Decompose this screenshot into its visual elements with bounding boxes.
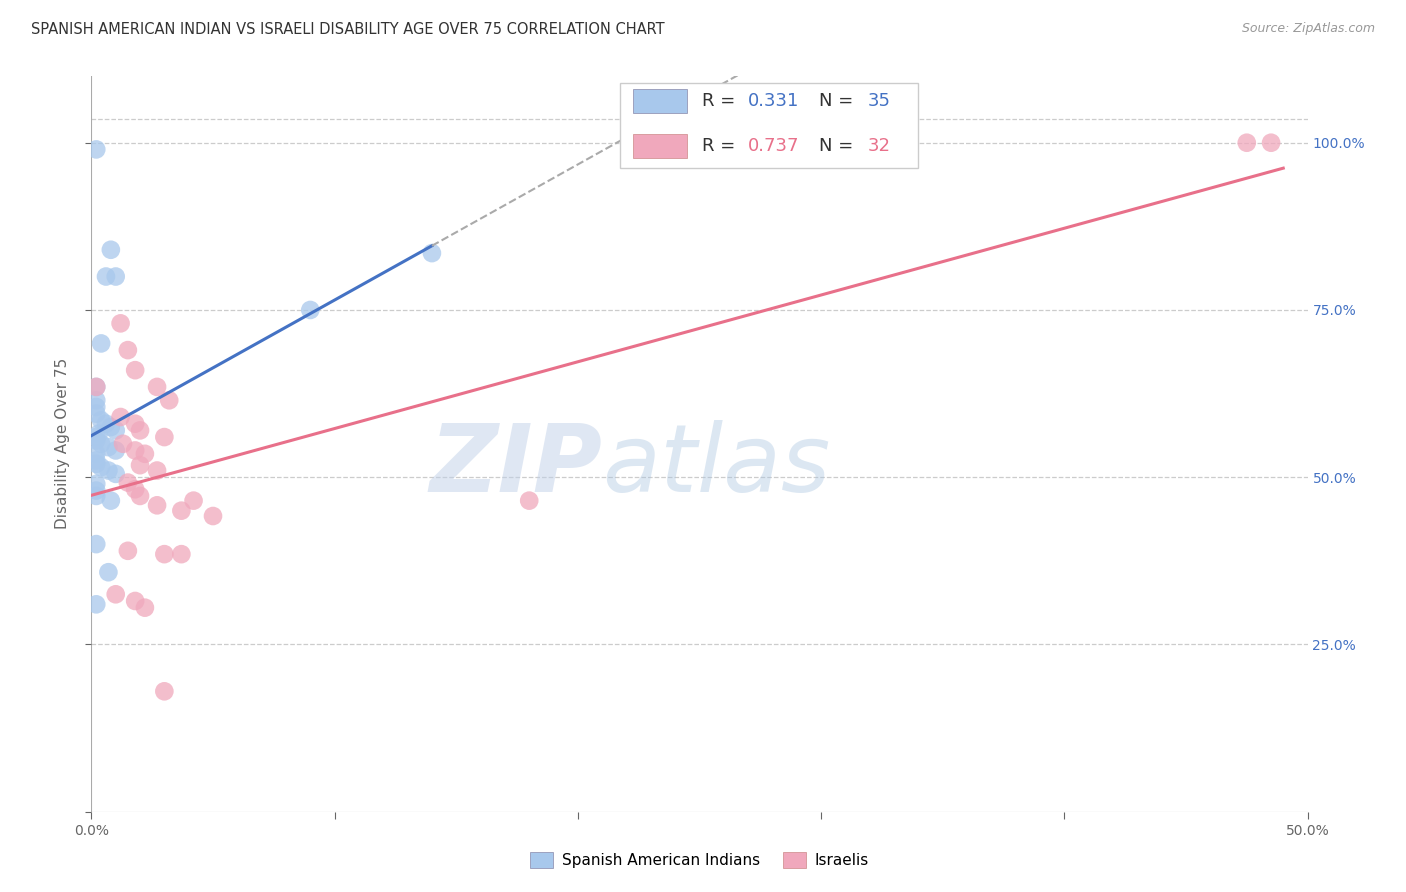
Point — [124, 482, 146, 496]
Point — [170, 503, 193, 517]
Text: 0.737: 0.737 — [748, 136, 800, 155]
Text: SPANISH AMERICAN INDIAN VS ISRAELI DISABILITY AGE OVER 75 CORRELATION CHART: SPANISH AMERICAN INDIAN VS ISRAELI DISAB… — [31, 22, 665, 37]
Point — [84, 476, 107, 491]
Point — [97, 464, 120, 478]
Point — [117, 475, 139, 490]
FancyBboxPatch shape — [633, 89, 688, 112]
Point — [1236, 136, 1258, 150]
Point — [84, 142, 107, 157]
Text: 0.331: 0.331 — [748, 92, 800, 110]
Point — [97, 566, 120, 580]
Point — [84, 380, 107, 394]
Point — [84, 457, 107, 471]
Point — [84, 430, 107, 444]
Point — [90, 413, 112, 427]
Point — [84, 537, 107, 551]
Point — [84, 380, 107, 394]
Point — [104, 587, 127, 601]
Point — [111, 436, 134, 450]
Point — [134, 600, 156, 615]
Point — [110, 410, 132, 425]
Point — [94, 417, 117, 431]
Point — [84, 434, 107, 448]
Point — [146, 464, 169, 478]
Point — [134, 447, 156, 461]
Text: 32: 32 — [868, 136, 890, 155]
Text: N =: N = — [818, 136, 859, 155]
Text: Source: ZipAtlas.com: Source: ZipAtlas.com — [1241, 22, 1375, 36]
Point — [153, 430, 176, 444]
Point — [117, 543, 139, 558]
Point — [146, 380, 169, 394]
Point — [104, 467, 127, 481]
Point — [153, 547, 176, 561]
Point — [420, 246, 443, 260]
Point — [124, 417, 146, 431]
Point — [94, 269, 117, 284]
Point — [1260, 136, 1282, 150]
Point — [87, 426, 110, 441]
Point — [104, 424, 127, 438]
Point — [110, 316, 132, 330]
Text: atlas: atlas — [602, 420, 831, 511]
Point — [183, 493, 205, 508]
Point — [202, 508, 225, 523]
Text: N =: N = — [818, 92, 859, 110]
Text: 35: 35 — [868, 92, 890, 110]
Point — [84, 489, 107, 503]
Point — [90, 460, 112, 475]
Point — [84, 598, 107, 612]
Y-axis label: Disability Age Over 75: Disability Age Over 75 — [55, 359, 70, 529]
Point — [90, 336, 112, 351]
Point — [84, 393, 107, 408]
Point — [97, 440, 120, 454]
Point — [299, 302, 322, 317]
Point — [153, 684, 176, 698]
Point — [129, 424, 152, 438]
Point — [84, 453, 107, 467]
Legend: Spanish American Indians, Israelis: Spanish American Indians, Israelis — [523, 846, 876, 874]
Point — [104, 443, 127, 458]
Text: R =: R = — [702, 136, 741, 155]
Point — [100, 420, 122, 434]
Point — [90, 436, 112, 450]
Point — [124, 443, 146, 458]
Point — [100, 493, 122, 508]
Point — [84, 400, 107, 414]
Point — [100, 243, 122, 257]
Point — [129, 458, 152, 473]
Point — [170, 547, 193, 561]
Point — [157, 393, 180, 408]
Point — [117, 343, 139, 357]
Text: R =: R = — [702, 92, 741, 110]
FancyBboxPatch shape — [633, 134, 688, 158]
Point — [146, 498, 169, 512]
Point — [104, 269, 127, 284]
Point — [84, 407, 107, 421]
Point — [129, 489, 152, 503]
Point — [84, 483, 107, 498]
FancyBboxPatch shape — [620, 83, 918, 168]
Text: ZIP: ZIP — [429, 420, 602, 512]
Point — [124, 363, 146, 377]
Point — [84, 447, 107, 461]
Point — [517, 493, 540, 508]
Point — [124, 594, 146, 608]
